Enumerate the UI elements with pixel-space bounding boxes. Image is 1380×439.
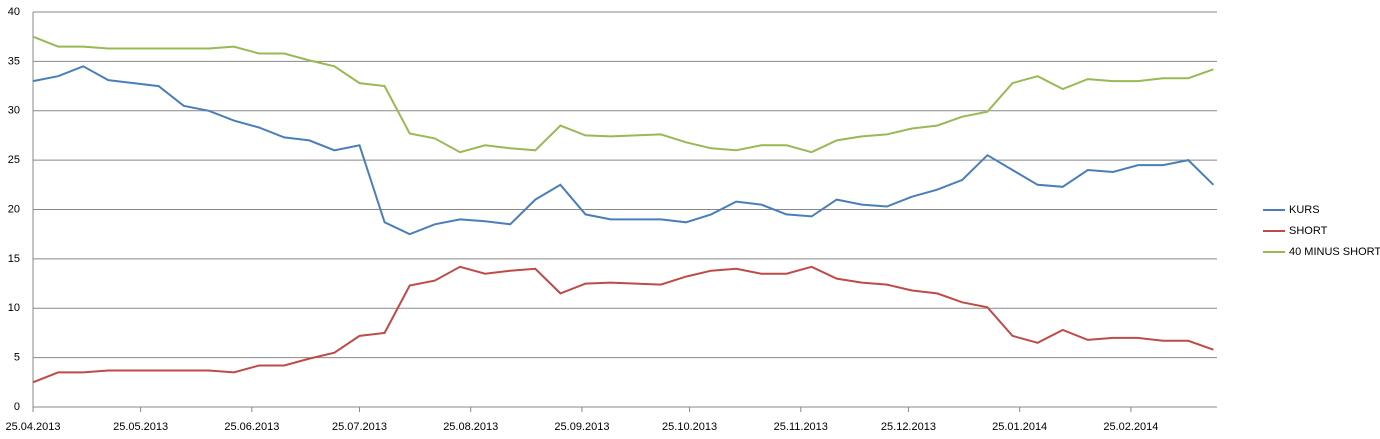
x-tick-label: 25.05.2013 [113,421,168,433]
y-tick-label: 15 [8,253,20,265]
x-tick-label: 25.12.2013 [881,421,936,433]
legend-label: KURS [1289,204,1320,216]
y-tick-label: 0 [14,401,20,413]
series-line [32,65,1215,236]
legend-label: SHORT [1289,225,1328,237]
y-tick-label: 40 [8,6,20,18]
legend-label: 40 MINUS SHORT [1289,246,1380,258]
series-line [32,35,1214,154]
x-tick-label: 25.07.2013 [332,421,387,433]
y-tick-label: 10 [8,302,20,314]
x-tick-label: 25.04.2013 [5,421,60,433]
y-tick-label: 20 [8,203,20,215]
x-tick-label: 25.06.2013 [224,421,279,433]
y-tick-label: 35 [8,55,20,67]
y-tick-label: 5 [14,352,20,364]
x-tick-label: 25.09.2013 [554,421,609,433]
x-tick-label: 25.02.2014 [1103,421,1158,433]
x-tick-label: 25.01.2014 [992,421,1047,433]
series-line [32,265,1214,384]
x-tick-label: 25.10.2013 [662,421,717,433]
x-tick-label: 25.08.2013 [443,421,498,433]
y-tick-label: 30 [8,105,20,117]
y-tick-label: 25 [8,154,20,166]
x-tick-label: 25.11.2013 [774,421,828,433]
